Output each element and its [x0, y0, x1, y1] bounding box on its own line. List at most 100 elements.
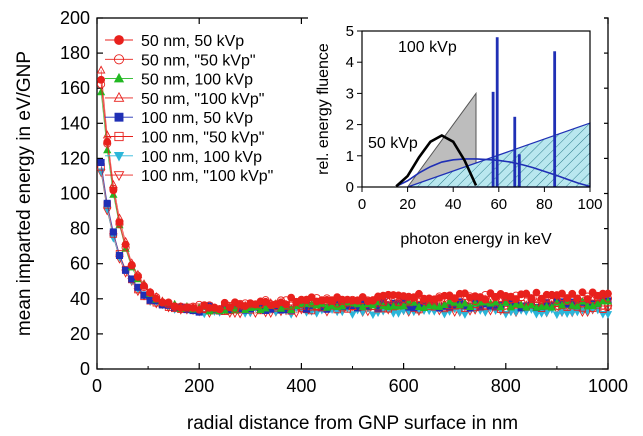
data-point: [547, 303, 556, 311]
characteristic-line: [495, 37, 499, 187]
data-point: [578, 288, 587, 297]
data-point: [604, 289, 612, 298]
inset-y-tick-label: 1: [346, 148, 354, 165]
data-point: [501, 298, 510, 306]
inset-x-tick-label: 0: [358, 196, 366, 213]
data-point: [115, 251, 124, 260]
legend-marker: [113, 171, 125, 182]
data-point: [103, 145, 112, 154]
data-point: [220, 298, 229, 307]
data-point: [460, 298, 470, 307]
data-point: [282, 300, 290, 309]
legend-label: 100 nm, 50 kVp: [141, 110, 253, 127]
data-point: [537, 294, 546, 303]
data-point: [115, 218, 124, 227]
legend-label: 100 nm, 100 kVp: [141, 149, 262, 166]
inset-y-tick-label: 0: [346, 179, 354, 196]
data-point: [598, 296, 607, 305]
data-point: [496, 302, 505, 311]
data-point: [445, 296, 454, 305]
legend-marker: [114, 112, 124, 122]
legend-marker: [114, 131, 124, 142]
data-point: [97, 75, 105, 84]
data-point: [532, 311, 541, 319]
data-point: [164, 298, 173, 307]
inset-x-tick-label: 40: [445, 196, 462, 213]
data-point: [568, 301, 577, 309]
legend-label: 50 nm, "50 kVp": [141, 52, 256, 69]
data-point: [568, 289, 577, 298]
data-point: [527, 300, 536, 309]
data-point: [527, 294, 536, 302]
data-point: [307, 293, 316, 302]
legend-label: 100 nm, "50 kVp": [141, 130, 264, 147]
data-point: [348, 311, 357, 319]
data-point: [588, 301, 597, 309]
inset-frame: [361, 30, 591, 188]
data-point: [537, 310, 546, 318]
x-tick-label: 200: [184, 376, 214, 396]
characteristic-line: [491, 91, 495, 187]
y-tick-label: 0: [80, 359, 90, 379]
y-tick-label: 160: [60, 78, 90, 98]
inset-x-tick-label: 20: [399, 196, 416, 213]
data-point: [512, 295, 520, 303]
data-point: [573, 301, 582, 310]
data-point: [552, 311, 562, 320]
data-point: [573, 294, 582, 303]
characteristic-line: [517, 154, 521, 187]
legend-marker: [113, 72, 125, 83]
data-point: [440, 310, 449, 319]
y-tick-label: 20: [70, 324, 90, 344]
data-point: [103, 138, 112, 146]
legend-marker: [113, 152, 125, 162]
inset-x-axis-label: photon energy in keV: [400, 231, 552, 248]
data-point: [537, 302, 546, 310]
data-point: [583, 301, 592, 310]
data-point: [121, 240, 130, 249]
series-0: [97, 75, 612, 314]
data-point: [103, 199, 111, 207]
data-point: [152, 294, 161, 303]
data-point: [96, 87, 106, 96]
data-point: [522, 289, 531, 298]
spectrum-50kvp-curve: [395, 134, 478, 188]
data-point: [461, 289, 469, 298]
inset-y-tick-label: 3: [346, 85, 354, 102]
annotation-100kvp: 100 kVp: [398, 39, 457, 56]
data-point: [415, 289, 423, 298]
y-tick-label: 40: [70, 289, 90, 309]
data-point: [215, 305, 224, 313]
characteristic-line: [553, 51, 557, 187]
data-point: [460, 311, 470, 319]
x-tick-label: 400: [286, 376, 316, 396]
data-point: [97, 158, 105, 167]
data-point: [225, 303, 234, 312]
data-point: [517, 300, 526, 309]
x-tick-label: 0: [92, 376, 102, 396]
legend: 50 nm, 50 kVp 50 nm, "50 kVp" 50 nm, 100 k…: [105, 33, 273, 185]
data-point: [394, 310, 403, 318]
x-tick-label: 600: [389, 376, 419, 396]
data-point: [568, 309, 577, 318]
x-axis-label: radial distance from GNP surface in nm: [187, 413, 518, 434]
data-point: [450, 294, 459, 303]
data-point: [133, 273, 142, 281]
main-plot: 0 200 400 600 800 100002040608010012014016018…: [14, 8, 628, 434]
data-point: [583, 295, 592, 303]
data-point: [399, 301, 408, 310]
data-point: [511, 299, 521, 308]
data-point: [146, 288, 155, 297]
y-tick-label: 80: [70, 219, 90, 239]
y-tick-label: 60: [70, 254, 90, 274]
inset-x-tick-label: 100: [577, 196, 602, 213]
data-point: [563, 294, 572, 302]
data-point: [373, 302, 383, 311]
data-point: [481, 295, 490, 304]
data-point: [542, 301, 551, 310]
y-tick-label: 120: [60, 148, 90, 168]
data-point: [532, 288, 541, 297]
data-point: [603, 296, 613, 305]
data-point: [603, 311, 613, 319]
data-point: [96, 65, 106, 74]
